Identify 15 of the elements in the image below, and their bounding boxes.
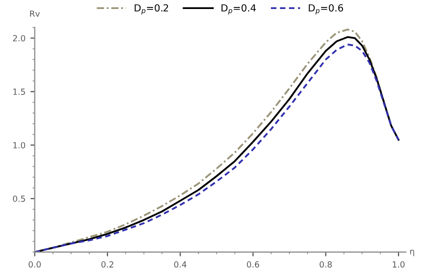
legend-label: D$_{p}$=0.6 [308,4,344,14]
x-tick-label: 0.2 [101,261,114,268]
x-tick-label: 1.0 [392,261,405,268]
y-tick-label: 0.5 [12,196,25,202]
x-tick-label: 0.6 [246,261,260,268]
y-axis-title: Rv [30,10,40,17]
x-axis-title: η [410,250,414,256]
y-tick-label: 1.5 [13,88,25,95]
x-tick-label: 0.8 [320,261,332,268]
y-tick-label: 1.0 [13,142,26,148]
x-tick-label: 0.4 [174,261,186,268]
x-tick-label: 0.0 [28,261,41,268]
y-tick-label: 2.0 [13,35,26,42]
legend-label: D$_{p}$=0.4 [222,4,256,14]
legend-label: D$_{p}$=0.2 [134,4,168,14]
